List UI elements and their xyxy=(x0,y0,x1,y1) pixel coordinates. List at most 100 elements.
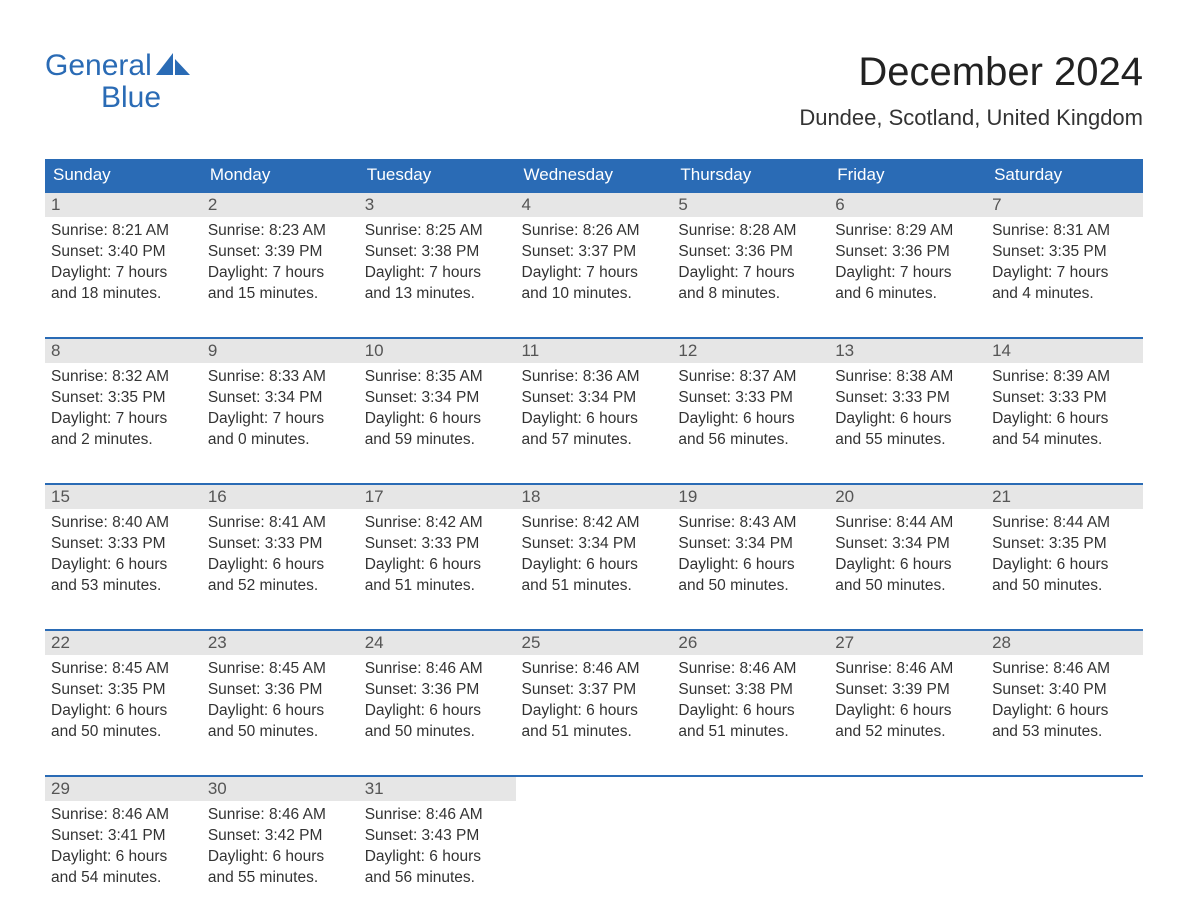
day-line-sr: Sunrise: 8:46 AM xyxy=(835,659,978,680)
day-number: 15 xyxy=(45,485,202,509)
logo: General Blue xyxy=(45,50,190,113)
day-line-d2: and 51 minutes. xyxy=(678,722,821,743)
day-line-d2: and 56 minutes. xyxy=(678,430,821,451)
day-line-sr: Sunrise: 8:42 AM xyxy=(522,513,665,534)
day-line-d2: and 50 minutes. xyxy=(992,576,1135,597)
calendar-day: 18Sunrise: 8:42 AMSunset: 3:34 PMDayligh… xyxy=(516,484,673,630)
day-line-d2: and 51 minutes. xyxy=(522,576,665,597)
day-body: Sunrise: 8:38 AMSunset: 3:33 PMDaylight:… xyxy=(829,363,986,455)
day-line-sr: Sunrise: 8:45 AM xyxy=(51,659,194,680)
day-line-ss: Sunset: 3:34 PM xyxy=(365,388,508,409)
day-line-d1: Daylight: 6 hours xyxy=(51,555,194,576)
day-number: 25 xyxy=(516,631,673,655)
calendar-day: 8Sunrise: 8:32 AMSunset: 3:35 PMDaylight… xyxy=(45,338,202,484)
day-header: Wednesday xyxy=(516,159,673,192)
day-line-d2: and 53 minutes. xyxy=(51,576,194,597)
day-line-d2: and 54 minutes. xyxy=(51,868,194,889)
calendar-day xyxy=(829,776,986,922)
day-line-d1: Daylight: 6 hours xyxy=(365,847,508,868)
day-line-d1: Daylight: 7 hours xyxy=(208,409,351,430)
day-line-ss: Sunset: 3:43 PM xyxy=(365,826,508,847)
day-line-d1: Daylight: 7 hours xyxy=(835,263,978,284)
day-line-ss: Sunset: 3:36 PM xyxy=(678,242,821,263)
day-line-d2: and 55 minutes. xyxy=(835,430,978,451)
day-line-ss: Sunset: 3:40 PM xyxy=(51,242,194,263)
day-number: 30 xyxy=(202,777,359,801)
day-body: Sunrise: 8:46 AMSunset: 3:41 PMDaylight:… xyxy=(45,801,202,893)
day-line-d2: and 10 minutes. xyxy=(522,284,665,305)
day-line-d2: and 50 minutes. xyxy=(835,576,978,597)
day-body: Sunrise: 8:46 AMSunset: 3:38 PMDaylight:… xyxy=(672,655,829,747)
day-line-d1: Daylight: 6 hours xyxy=(51,847,194,868)
calendar-week: 22Sunrise: 8:45 AMSunset: 3:35 PMDayligh… xyxy=(45,630,1143,776)
day-line-ss: Sunset: 3:35 PM xyxy=(992,242,1135,263)
day-line-d1: Daylight: 6 hours xyxy=(678,555,821,576)
day-body: Sunrise: 8:32 AMSunset: 3:35 PMDaylight:… xyxy=(45,363,202,455)
day-line-d1: Daylight: 6 hours xyxy=(835,701,978,722)
day-line-ss: Sunset: 3:34 PM xyxy=(522,388,665,409)
location: Dundee, Scotland, United Kingdom xyxy=(799,105,1143,131)
day-line-sr: Sunrise: 8:41 AM xyxy=(208,513,351,534)
title-block: December 2024 Dundee, Scotland, United K… xyxy=(799,50,1143,131)
day-line-d2: and 18 minutes. xyxy=(51,284,194,305)
calendar-day: 28Sunrise: 8:46 AMSunset: 3:40 PMDayligh… xyxy=(986,630,1143,776)
day-line-sr: Sunrise: 8:40 AM xyxy=(51,513,194,534)
day-body: Sunrise: 8:45 AMSunset: 3:35 PMDaylight:… xyxy=(45,655,202,747)
day-line-d2: and 51 minutes. xyxy=(365,576,508,597)
day-line-sr: Sunrise: 8:46 AM xyxy=(992,659,1135,680)
calendar-day: 10Sunrise: 8:35 AMSunset: 3:34 PMDayligh… xyxy=(359,338,516,484)
day-line-d2: and 2 minutes. xyxy=(51,430,194,451)
day-line-d1: Daylight: 7 hours xyxy=(992,263,1135,284)
day-body: Sunrise: 8:26 AMSunset: 3:37 PMDaylight:… xyxy=(516,217,673,309)
day-number: 1 xyxy=(45,193,202,217)
day-line-sr: Sunrise: 8:35 AM xyxy=(365,367,508,388)
calendar-day: 29Sunrise: 8:46 AMSunset: 3:41 PMDayligh… xyxy=(45,776,202,922)
day-line-d1: Daylight: 6 hours xyxy=(208,701,351,722)
header: General Blue December 2024 Dundee, Scotl… xyxy=(45,50,1143,131)
calendar-day: 5Sunrise: 8:28 AMSunset: 3:36 PMDaylight… xyxy=(672,192,829,338)
day-line-d1: Daylight: 6 hours xyxy=(51,701,194,722)
calendar-day: 17Sunrise: 8:42 AMSunset: 3:33 PMDayligh… xyxy=(359,484,516,630)
day-line-sr: Sunrise: 8:46 AM xyxy=(51,805,194,826)
calendar-day: 3Sunrise: 8:25 AMSunset: 3:38 PMDaylight… xyxy=(359,192,516,338)
day-line-ss: Sunset: 3:34 PM xyxy=(522,534,665,555)
day-line-sr: Sunrise: 8:38 AM xyxy=(835,367,978,388)
day-header: Tuesday xyxy=(359,159,516,192)
day-line-sr: Sunrise: 8:32 AM xyxy=(51,367,194,388)
calendar-day: 14Sunrise: 8:39 AMSunset: 3:33 PMDayligh… xyxy=(986,338,1143,484)
calendar-day: 13Sunrise: 8:38 AMSunset: 3:33 PMDayligh… xyxy=(829,338,986,484)
calendar-day: 24Sunrise: 8:46 AMSunset: 3:36 PMDayligh… xyxy=(359,630,516,776)
day-line-sr: Sunrise: 8:46 AM xyxy=(678,659,821,680)
day-line-ss: Sunset: 3:36 PM xyxy=(208,680,351,701)
day-line-sr: Sunrise: 8:46 AM xyxy=(365,805,508,826)
day-line-d2: and 52 minutes. xyxy=(208,576,351,597)
day-number: 12 xyxy=(672,339,829,363)
day-line-d1: Daylight: 7 hours xyxy=(678,263,821,284)
day-body: Sunrise: 8:21 AMSunset: 3:40 PMDaylight:… xyxy=(45,217,202,309)
calendar-day: 16Sunrise: 8:41 AMSunset: 3:33 PMDayligh… xyxy=(202,484,359,630)
day-line-d2: and 4 minutes. xyxy=(992,284,1135,305)
page-title: December 2024 xyxy=(799,50,1143,95)
day-line-d2: and 54 minutes. xyxy=(992,430,1135,451)
day-body: Sunrise: 8:46 AMSunset: 3:43 PMDaylight:… xyxy=(359,801,516,893)
day-body: Sunrise: 8:46 AMSunset: 3:36 PMDaylight:… xyxy=(359,655,516,747)
logo-sail-icon xyxy=(156,50,190,82)
calendar-day: 23Sunrise: 8:45 AMSunset: 3:36 PMDayligh… xyxy=(202,630,359,776)
calendar-day: 12Sunrise: 8:37 AMSunset: 3:33 PMDayligh… xyxy=(672,338,829,484)
day-line-sr: Sunrise: 8:26 AM xyxy=(522,221,665,242)
day-number: 20 xyxy=(829,485,986,509)
day-number: 13 xyxy=(829,339,986,363)
calendar-day: 22Sunrise: 8:45 AMSunset: 3:35 PMDayligh… xyxy=(45,630,202,776)
day-line-sr: Sunrise: 8:45 AM xyxy=(208,659,351,680)
day-line-d1: Daylight: 6 hours xyxy=(678,409,821,430)
day-line-d1: Daylight: 6 hours xyxy=(208,555,351,576)
calendar-day: 19Sunrise: 8:43 AMSunset: 3:34 PMDayligh… xyxy=(672,484,829,630)
day-body: Sunrise: 8:41 AMSunset: 3:33 PMDaylight:… xyxy=(202,509,359,601)
day-header: Friday xyxy=(829,159,986,192)
day-body: Sunrise: 8:46 AMSunset: 3:42 PMDaylight:… xyxy=(202,801,359,893)
day-line-d2: and 52 minutes. xyxy=(835,722,978,743)
day-line-d2: and 50 minutes. xyxy=(51,722,194,743)
logo-line1: General xyxy=(45,50,152,82)
calendar-day: 25Sunrise: 8:46 AMSunset: 3:37 PMDayligh… xyxy=(516,630,673,776)
day-line-ss: Sunset: 3:37 PM xyxy=(522,242,665,263)
